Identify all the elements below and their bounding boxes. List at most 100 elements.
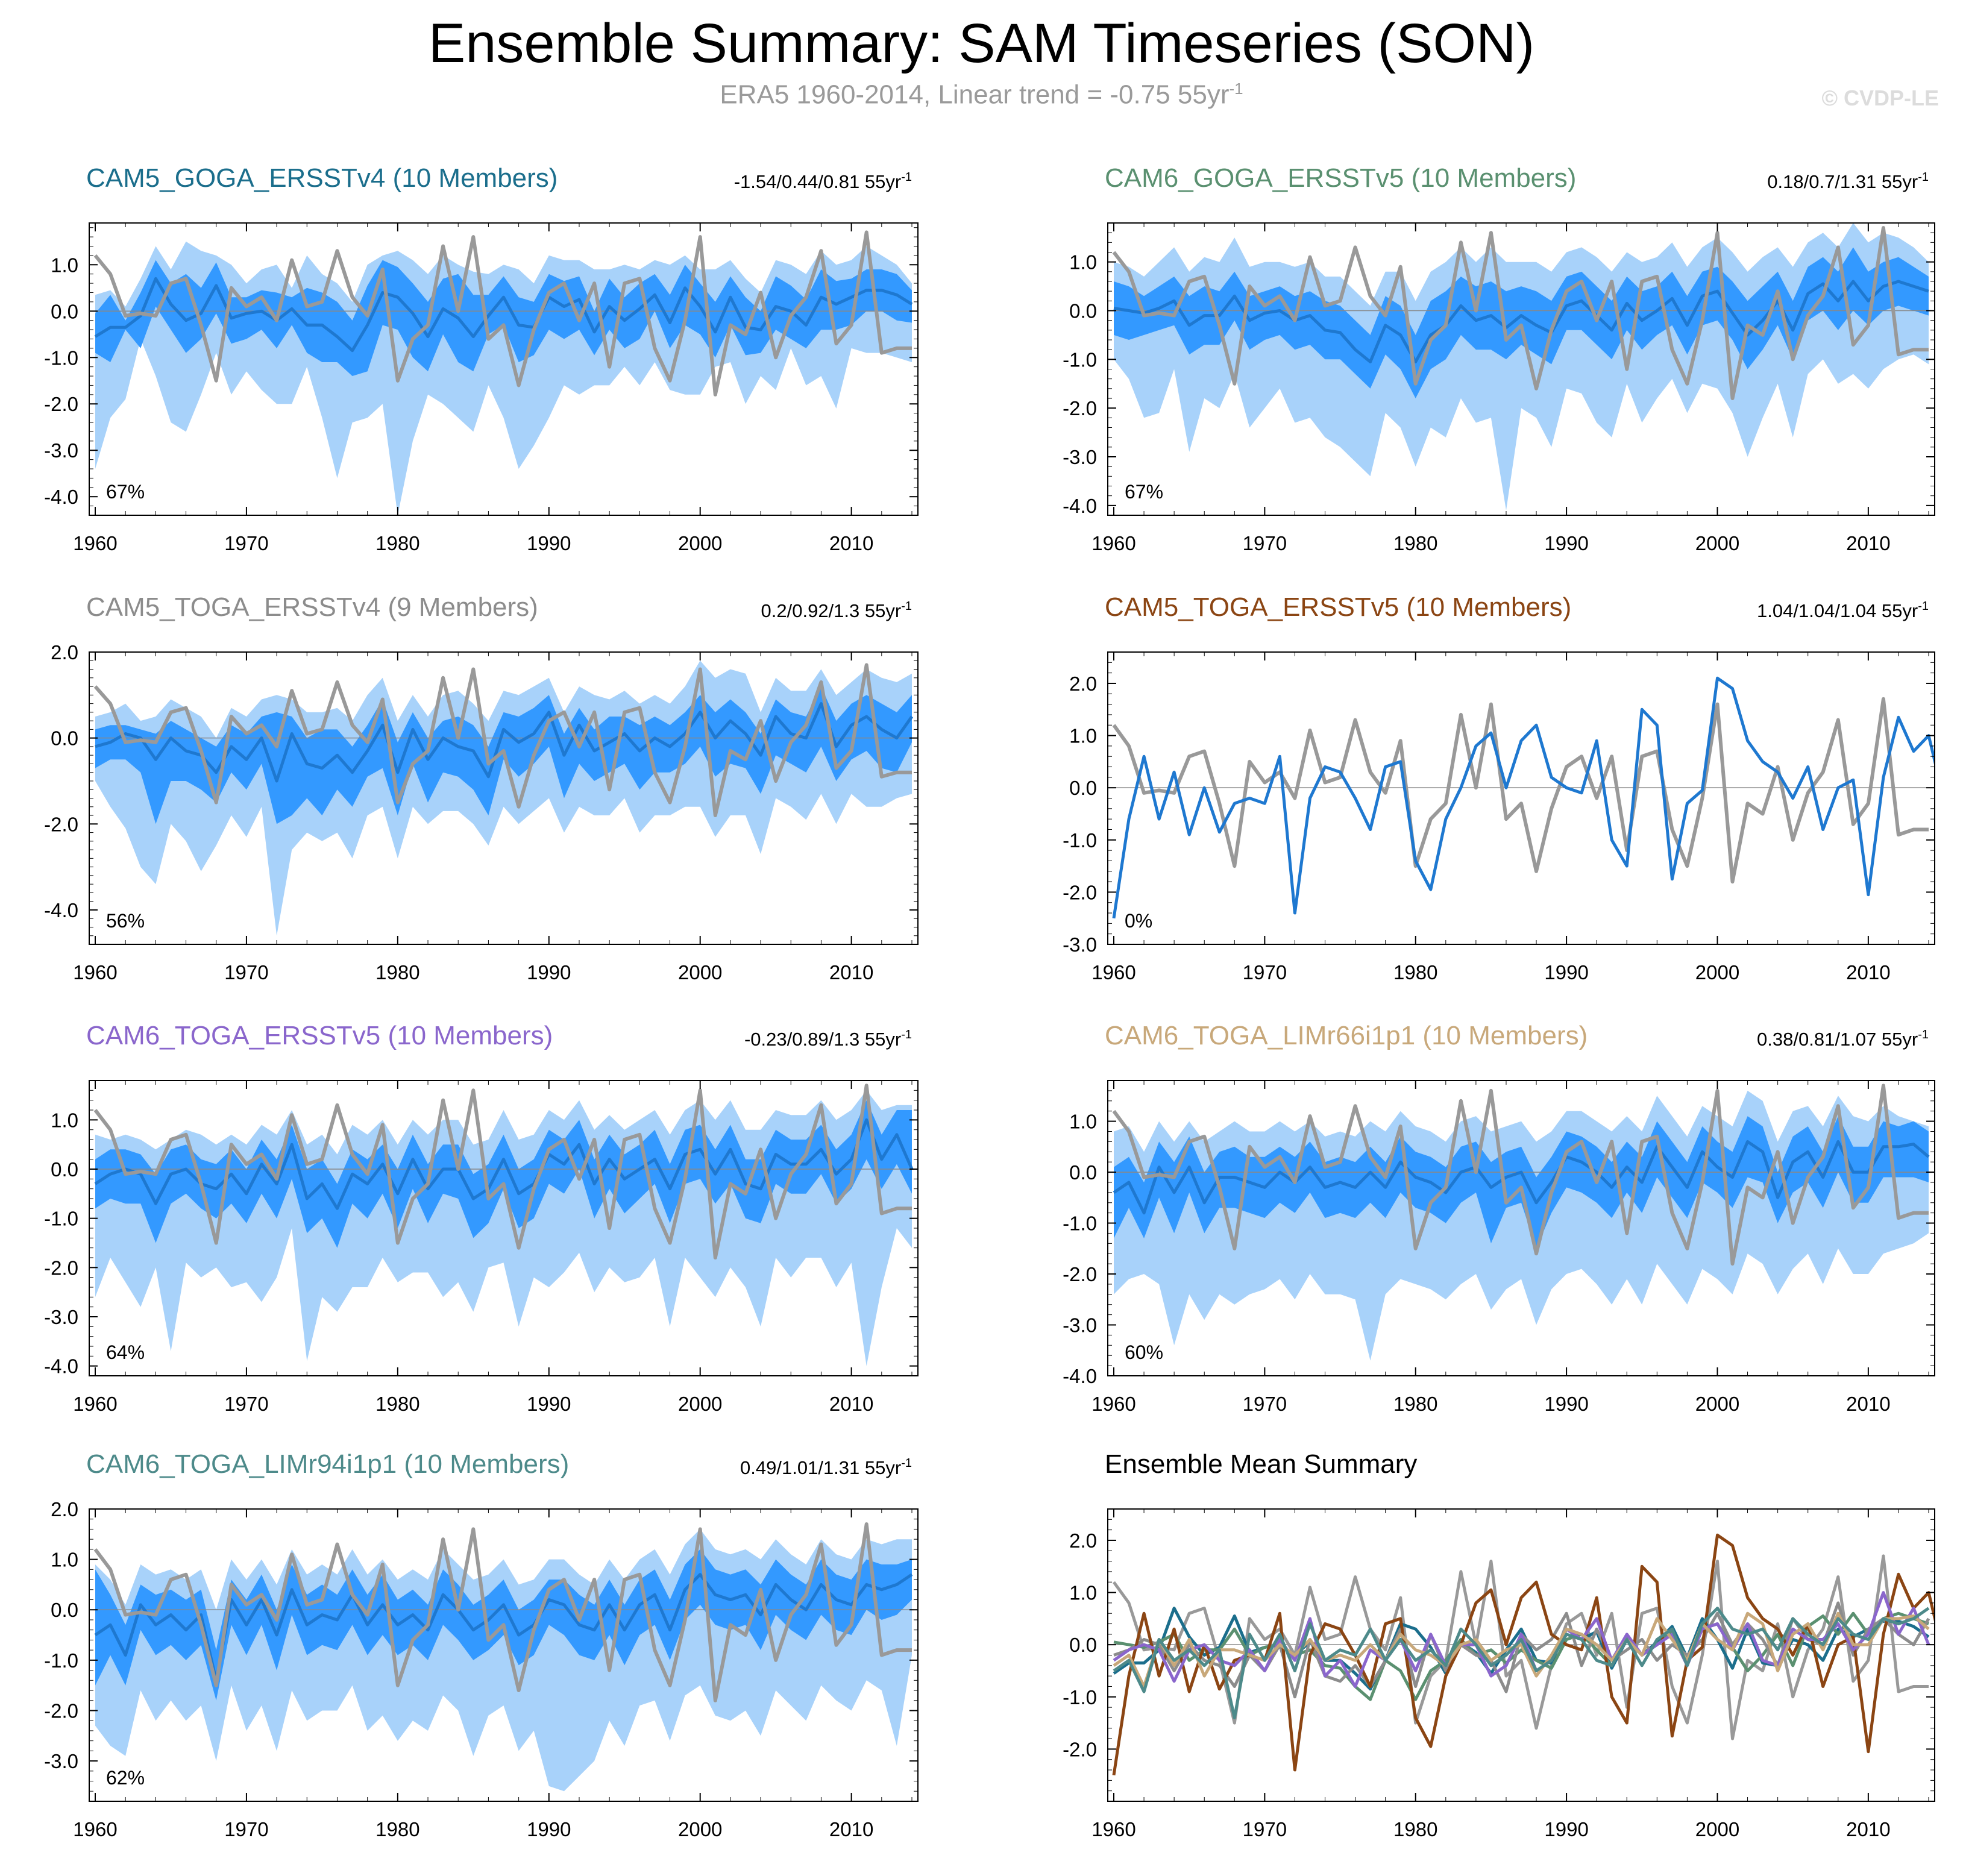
x-tick-label: 2010 [1846,532,1890,554]
plot-area [1108,223,1935,510]
trend-value: -0.23/0.89/1.3 55yr [744,1029,901,1050]
y-tick-label: -4.0 [44,899,78,921]
trend-label: 0.2/0.92/1.3 55yr-1 [761,600,912,621]
chart-title: Ensemble Mean Summary [1105,1449,1417,1479]
y-tick-label: -1.0 [44,1649,78,1672]
x-tick-label: 1970 [224,1393,268,1415]
y-tick-label: -3.0 [1063,933,1097,956]
plot-area [1108,678,1944,918]
trend-exponent: -1 [1918,1028,1929,1041]
y-tick-label: 1.0 [51,1549,78,1571]
chart-panel-3: CAM5_TOGA_ERSSTv4 (9 Members) 0.2/0.92/1.… [44,592,918,983]
y-tick-label: 2.0 [1069,673,1097,695]
chart-title: CAM6_GOGA_ERSSTv5 (10 Members) [1105,163,1576,193]
x-tick-label: 2000 [678,961,722,983]
x-tick-label: 1990 [527,1818,571,1840]
percent-label: 56% [106,910,145,932]
trend-value: 0.49/1.01/1.31 55yr [740,1457,901,1478]
y-tick-label: -1.0 [44,1208,78,1230]
x-tick-label: 2010 [829,961,873,983]
x-tick-label: 1980 [375,961,419,983]
trend-label: 0.38/0.81/1.07 55yr-1 [1757,1028,1929,1050]
plot-area [1108,1535,1944,1775]
y-tick-label: -2.0 [1063,1263,1097,1285]
y-tick-label: 0.0 [51,727,78,750]
chart-panel-8: Ensemble Mean Summary 2.0 1.0 0.0 -1.0 -2.0 19… [1063,1449,1944,1840]
plot-area [89,232,918,515]
x-tick-label: 1970 [224,532,268,554]
y-tick-label: -2.0 [1063,1738,1097,1760]
x-tick-label: 1960 [73,1818,117,1840]
x-tick-label: 1990 [1544,532,1588,554]
x-tick-label: 2000 [1695,1818,1739,1840]
percent-label: 67% [106,481,145,503]
x-tick-label: 2010 [829,1818,873,1840]
y-tick-label: -2.0 [44,1256,78,1279]
y-tick-label: -2.0 [44,393,78,415]
plot-area [89,660,918,935]
y-tick-label: 0.0 [51,1599,78,1621]
chart-panel-4: CAM5_TOGA_ERSSTv5 (10 Members) 1.04/1.04/… [1063,592,1944,983]
chart-panel-5: CAM6_TOGA_ERSSTv5 (10 Members) -0.23/0.89… [44,1021,918,1415]
chart-title: CAM5_TOGA_ERSSTv4 (9 Members) [86,592,538,622]
y-tick-label: -3.0 [1063,1314,1097,1337]
chart-title: CAM6_TOGA_LIMr66i1p1 (10 Members) [1105,1021,1588,1050]
chart-grid: CAM5_GOGA_ERSSTv4 (10 Members) -1.54/0.44… [0,0,1963,1876]
y-tick-label: -1.0 [1063,829,1097,852]
y-tick-label: 0.0 [1069,777,1097,799]
y-tick-label: 0.0 [51,1158,78,1181]
y-tick-label: 1.0 [1069,1582,1097,1604]
chart-title: CAM6_TOGA_LIMr94i1p1 (10 Members) [86,1449,569,1479]
trend-label: -0.23/0.89/1.3 55yr-1 [744,1028,912,1050]
x-tick-label: 2010 [1846,961,1890,983]
x-tick-label: 2000 [678,1393,722,1415]
x-tick-label: 2000 [1695,961,1739,983]
trend-label: 1.04/1.04/1.04 55yr-1 [1757,600,1929,621]
y-tick-label: -3.0 [44,1306,78,1328]
x-tick-label: 1990 [527,961,571,983]
x-tick-label: 1960 [73,532,117,554]
chart-panel-2: CAM6_GOGA_ERSSTv5 (10 Members) 0.18/0.7/1… [1063,163,1935,554]
trend-value: 0.38/0.81/1.07 55yr [1757,1029,1918,1050]
y-tick-label: 0.0 [1069,1161,1097,1184]
percent-label: 60% [1125,1341,1163,1363]
x-tick-label: 2000 [678,1818,722,1840]
x-tick-label: 2010 [1846,1818,1890,1840]
y-tick-label: 1.0 [1069,725,1097,747]
y-tick-label: -2.0 [1063,881,1097,903]
y-tick-label: -2.0 [44,1699,78,1722]
x-tick-label: 1990 [1544,1818,1588,1840]
y-tick-label: 1.0 [51,1109,78,1131]
y-tick-label: -1.0 [1063,348,1097,371]
x-tick-label: 2010 [1846,1393,1890,1415]
y-tick-label: -3.0 [44,1750,78,1772]
x-tick-label: 1970 [224,961,268,983]
x-tick-label: 1970 [224,1818,268,1840]
y-tick-label: -4.0 [1063,1365,1097,1387]
y-tick-label: 1.0 [51,254,78,276]
x-tick-label: 1960 [1091,532,1135,554]
trend-exponent: -1 [1918,171,1929,184]
x-tick-label: 1970 [1243,1393,1287,1415]
x-tick-label: 1980 [375,1393,419,1415]
plot-area [1108,1085,1935,1360]
x-tick-label: 2000 [678,532,722,554]
x-tick-label: 2010 [829,532,873,554]
x-tick-label: 1990 [1544,1393,1588,1415]
x-tick-label: 1980 [1393,1818,1437,1840]
y-tick-label: 2.0 [51,641,78,664]
y-tick-label: -2.0 [1063,397,1097,419]
x-tick-label: 1980 [375,1818,419,1840]
trend-value: 0.2/0.92/1.3 55yr [761,600,902,621]
y-tick-label: 0.0 [51,300,78,322]
percent-label: 67% [1125,481,1163,503]
x-tick-label: 1960 [1091,1818,1135,1840]
trend-exponent: -1 [901,600,912,613]
trend-exponent: -1 [1918,600,1929,613]
x-tick-label: 1980 [1393,532,1437,554]
y-tick-label: -4.0 [44,1355,78,1378]
x-tick-label: 1960 [1091,961,1135,983]
x-tick-label: 1990 [1544,961,1588,983]
chart-title: CAM5_GOGA_ERSSTv4 (10 Members) [86,163,557,193]
chart-panel-7: CAM6_TOGA_LIMr94i1p1 (10 Members) 0.49/1.… [44,1449,918,1840]
